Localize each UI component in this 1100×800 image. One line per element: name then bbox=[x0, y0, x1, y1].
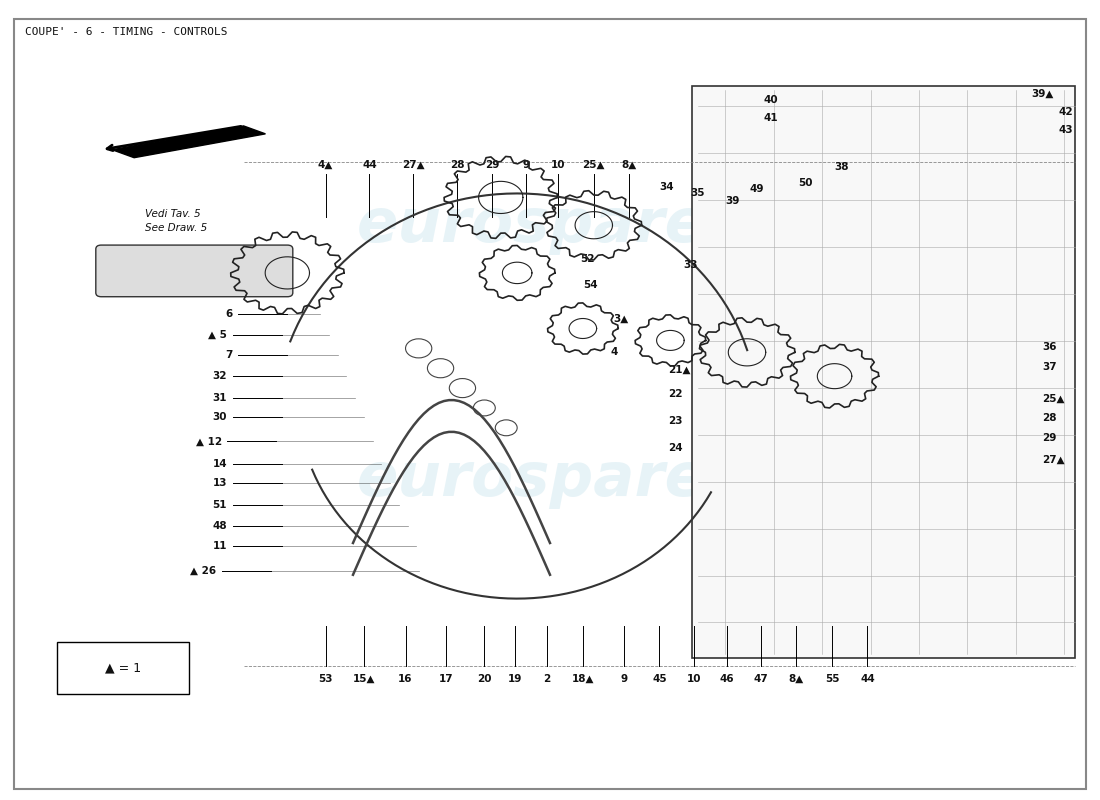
Text: 27▲: 27▲ bbox=[1043, 454, 1065, 465]
Text: Vedi Tav. 5
See Draw. 5: Vedi Tav. 5 See Draw. 5 bbox=[145, 210, 207, 234]
Text: 4: 4 bbox=[610, 347, 617, 358]
Text: 22: 22 bbox=[668, 389, 683, 398]
Text: 9: 9 bbox=[522, 160, 529, 170]
Text: 39▲: 39▲ bbox=[1032, 89, 1054, 99]
Text: 49: 49 bbox=[749, 185, 763, 194]
Text: 41: 41 bbox=[763, 113, 778, 123]
Text: 37: 37 bbox=[1043, 362, 1057, 372]
Text: 27▲: 27▲ bbox=[402, 160, 425, 170]
Text: 8▲: 8▲ bbox=[621, 160, 637, 170]
Text: 13: 13 bbox=[212, 478, 227, 489]
Text: 28: 28 bbox=[450, 160, 464, 170]
FancyBboxPatch shape bbox=[96, 245, 293, 297]
Text: 53: 53 bbox=[318, 674, 333, 684]
Text: 48: 48 bbox=[212, 521, 227, 530]
Text: 46: 46 bbox=[720, 674, 735, 684]
Text: ▲ 26: ▲ 26 bbox=[190, 566, 217, 576]
Text: 42: 42 bbox=[1059, 106, 1074, 117]
Text: 17: 17 bbox=[439, 674, 453, 684]
Text: 43: 43 bbox=[1059, 125, 1074, 135]
Text: 45: 45 bbox=[652, 674, 667, 684]
Text: 51: 51 bbox=[212, 500, 227, 510]
Text: 40: 40 bbox=[763, 95, 778, 106]
Text: 21▲: 21▲ bbox=[668, 365, 691, 375]
Text: 39: 39 bbox=[725, 196, 739, 206]
Text: 44: 44 bbox=[860, 674, 875, 684]
Text: 36: 36 bbox=[1043, 342, 1057, 352]
Text: 2: 2 bbox=[543, 674, 550, 684]
Text: 52: 52 bbox=[581, 254, 595, 263]
Text: 10: 10 bbox=[550, 160, 565, 170]
Text: 8▲: 8▲ bbox=[789, 674, 804, 684]
Text: 9: 9 bbox=[620, 674, 628, 684]
Text: 11: 11 bbox=[212, 541, 227, 551]
Text: 34: 34 bbox=[659, 182, 674, 192]
Text: ▲ 12: ▲ 12 bbox=[196, 436, 222, 446]
Text: 25▲: 25▲ bbox=[1043, 394, 1065, 403]
Text: 4▲: 4▲ bbox=[318, 160, 333, 170]
Text: COUPE' - 6 - TIMING - CONTROLS: COUPE' - 6 - TIMING - CONTROLS bbox=[24, 26, 228, 37]
Text: 54: 54 bbox=[583, 280, 597, 290]
Text: 3▲: 3▲ bbox=[614, 314, 629, 324]
Text: 31: 31 bbox=[212, 393, 227, 402]
Text: 20: 20 bbox=[477, 674, 492, 684]
Text: 10: 10 bbox=[688, 674, 702, 684]
Text: 38: 38 bbox=[835, 162, 849, 172]
Text: 23: 23 bbox=[668, 417, 683, 426]
FancyBboxPatch shape bbox=[692, 86, 1076, 658]
Text: 15▲: 15▲ bbox=[353, 674, 375, 684]
Text: ▲ = 1: ▲ = 1 bbox=[106, 662, 141, 674]
Text: 44: 44 bbox=[362, 160, 377, 170]
Text: 14: 14 bbox=[212, 458, 227, 469]
Text: 50: 50 bbox=[799, 178, 813, 188]
Text: 16: 16 bbox=[398, 674, 412, 684]
Polygon shape bbox=[112, 126, 265, 158]
Text: 28: 28 bbox=[1043, 414, 1057, 423]
Text: 47: 47 bbox=[754, 674, 769, 684]
FancyBboxPatch shape bbox=[57, 642, 189, 694]
Text: 35: 35 bbox=[690, 189, 705, 198]
Text: 6: 6 bbox=[226, 309, 232, 319]
Text: 18▲: 18▲ bbox=[572, 674, 594, 684]
Text: eurospares: eurospares bbox=[356, 196, 744, 254]
Text: 29: 29 bbox=[1043, 433, 1057, 443]
Text: 25▲: 25▲ bbox=[583, 160, 605, 170]
Text: 30: 30 bbox=[212, 413, 227, 422]
Text: 29: 29 bbox=[485, 160, 499, 170]
Text: 32: 32 bbox=[212, 371, 227, 381]
Text: 7: 7 bbox=[226, 350, 232, 360]
Text: ▲ 5: ▲ 5 bbox=[208, 330, 227, 340]
Text: 24: 24 bbox=[668, 442, 683, 453]
Text: 19: 19 bbox=[508, 674, 522, 684]
Text: 55: 55 bbox=[825, 674, 839, 684]
Text: 33: 33 bbox=[683, 260, 698, 270]
Text: eurospares: eurospares bbox=[356, 450, 744, 509]
